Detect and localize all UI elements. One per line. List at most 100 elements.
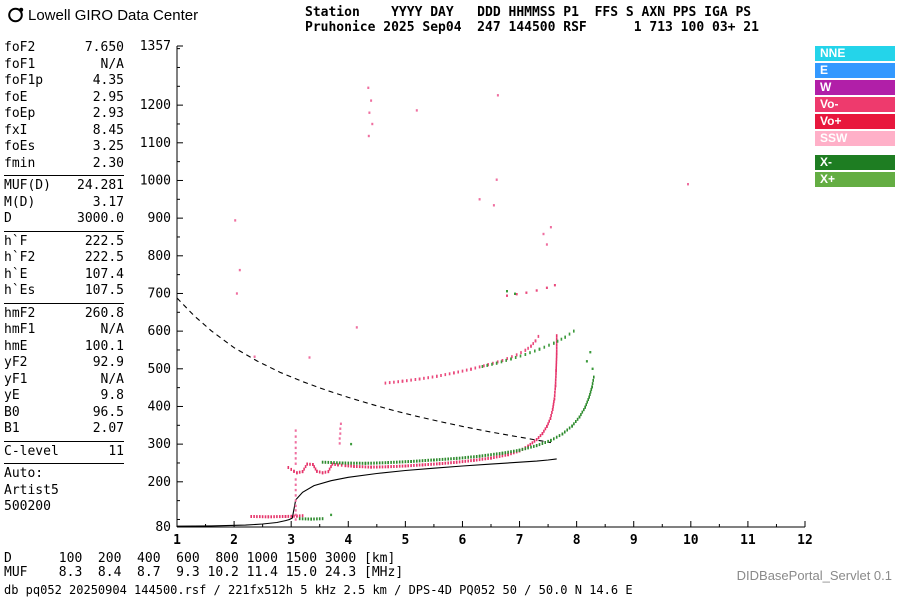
param-label: foEp: [4, 106, 36, 121]
legend-item-nne[interactable]: NNE: [815, 46, 895, 61]
param-value: 8.45: [92, 122, 124, 138]
x-tick-label: 8: [573, 533, 581, 548]
param-label: fxI: [4, 122, 28, 138]
param-label: h`F2: [4, 250, 36, 265]
legend-item-ssw[interactable]: SSW: [815, 131, 895, 146]
x-tick-label: 3: [287, 533, 295, 548]
param-label: M(D): [4, 194, 36, 210]
param-row: foE 2.95: [4, 90, 124, 107]
legend-item-x[interactable]: X-: [815, 155, 895, 170]
param-label: yF2: [4, 355, 28, 370]
param-row: 500200: [4, 499, 124, 516]
param-label: Auto:: [4, 466, 44, 481]
param-label: MUF(D): [4, 178, 51, 193]
x-tick-label: 1: [173, 533, 181, 548]
x-tick-label: 10: [683, 533, 699, 548]
param-value: 92.9: [92, 355, 124, 370]
x-tick-label: 5: [401, 533, 409, 548]
param-row: foEp 2.93: [4, 106, 124, 123]
param-row: C-level 11: [4, 444, 124, 461]
param-label: hmF2: [4, 305, 36, 321]
param-row: M(D) 3.17: [4, 195, 124, 212]
param-row: h`F 222.5: [4, 234, 124, 251]
y-tick-label: 1200: [140, 98, 171, 113]
param-row: B0 96.5: [4, 405, 124, 422]
panel-divider: [4, 175, 124, 176]
legend-item-vo[interactable]: Vo+: [815, 114, 895, 129]
param-row: B1 2.07: [4, 421, 124, 438]
legend-item-vo[interactable]: Vo-: [815, 97, 895, 112]
param-row: foF1p 4.35: [4, 73, 124, 90]
param-label: foEs: [4, 139, 36, 154]
param-row: yE 9.8: [4, 388, 124, 405]
param-value: 100.1: [84, 338, 124, 354]
param-row: foF1 N/A: [4, 57, 124, 74]
legend-item-x[interactable]: X+: [815, 172, 895, 187]
y-tick-label: 80: [155, 520, 171, 535]
param-label: hmE: [4, 338, 28, 354]
param-label: foE: [4, 89, 28, 105]
x-tick-label: 12: [797, 533, 813, 548]
param-row: foEs 3.25: [4, 139, 124, 156]
param-value: N/A: [100, 371, 124, 387]
param-label: foF2: [4, 40, 36, 55]
x-tick-label: 11: [740, 533, 756, 548]
param-value: 2.30: [92, 155, 124, 171]
param-row: fmin 2.30: [4, 156, 124, 173]
param-row: yF2 92.9: [4, 355, 124, 372]
x-tick-label: 4: [344, 533, 352, 548]
legend-item-w[interactable]: W: [815, 80, 895, 95]
x-tick-label: 9: [630, 533, 638, 548]
x-tick-label: 7: [516, 533, 524, 548]
panel-divider: [4, 440, 124, 442]
param-value: N/A: [100, 56, 124, 72]
param-value: 260.8: [84, 305, 124, 321]
param-value: 24.281: [77, 178, 124, 193]
param-row: foF2 7.650: [4, 40, 124, 57]
param-label: D: [4, 211, 12, 226]
y-tick-label: 1100: [140, 136, 171, 151]
param-label: yF1: [4, 371, 28, 387]
param-value: 2.95: [92, 89, 124, 105]
param-value: 107.5: [84, 283, 124, 298]
param-value: 4.35: [92, 73, 124, 88]
param-value: 11: [108, 443, 124, 459]
param-row: h`F2 222.5: [4, 250, 124, 267]
parameter-panel: foF2 7.650 foF1 N/A foF1p 4.35 foE 2.95 foEp 2.93…: [4, 40, 124, 516]
servlet-version: DIDBasePortal_Servlet 0.1: [736, 568, 892, 583]
param-row: h`E 107.4: [4, 267, 124, 284]
y-tick-label: 400: [148, 399, 171, 414]
y-tick-label: 1357: [140, 39, 171, 54]
param-value: 3.25: [92, 139, 124, 154]
y-tick-label: 300: [148, 437, 171, 452]
dmuf-table: D 100 200 400 600 800 1000 1500 3000 [km…: [4, 551, 404, 580]
param-label: hmF1: [4, 322, 36, 337]
y-tick-label: 700: [148, 286, 171, 301]
param-label: B1: [4, 421, 20, 436]
param-label: foF1: [4, 56, 36, 72]
param-row: Auto:: [4, 466, 124, 483]
param-value: N/A: [100, 322, 124, 337]
param-value: 222.5: [84, 250, 124, 265]
param-value: 2.07: [92, 421, 124, 436]
param-label: yE: [4, 388, 20, 403]
station-header: Station YYYY DAY DDD HHMMSS P1 FFS S AXN…: [305, 5, 759, 35]
param-label: C-level: [4, 443, 59, 459]
param-row: hmF2 260.8: [4, 306, 124, 323]
param-row: yF1 N/A: [4, 372, 124, 389]
param-row: MUF(D) 24.281: [4, 178, 124, 195]
y-tick-label: 500: [148, 362, 171, 377]
x-tick-label: 2: [230, 533, 238, 548]
polarization-legend: NNE E W Vo- Vo+ SSW X- X+: [815, 46, 895, 189]
legend-item-e[interactable]: E: [815, 63, 895, 78]
param-label: h`Es: [4, 283, 36, 298]
panel-divider: [4, 463, 124, 464]
param-label: foF1p: [4, 73, 44, 88]
param-value: 222.5: [84, 233, 124, 249]
param-label: B0: [4, 404, 20, 420]
param-row: hmE 100.1: [4, 339, 124, 356]
param-value: 7.650: [84, 40, 124, 55]
param-value: 107.4: [84, 266, 124, 282]
y-tick-label: 200: [148, 475, 171, 490]
